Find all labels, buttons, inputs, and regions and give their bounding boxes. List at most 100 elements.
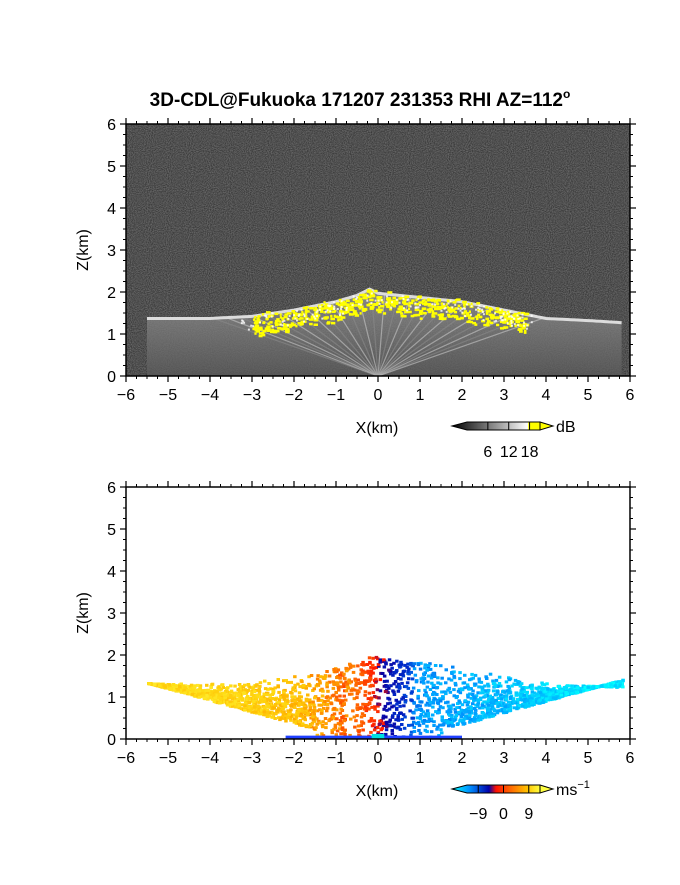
velocity-cell [356,690,360,694]
velocity-cell [179,682,183,686]
velocity-cell [477,677,481,681]
velocity-cell [518,698,523,702]
reflectivity-strong-echo [262,329,265,333]
velocity-cell [403,715,407,719]
velocity-cell [416,694,420,698]
velocity-cell [376,730,381,734]
reflectivity-strong-echo [498,311,503,314]
reflectivity-strong-echo [353,298,357,301]
reflectivity-strong-echo [323,304,328,308]
velocity-cell [373,707,377,711]
reflectivity-strong-echo [281,318,284,322]
reflectivity-echo-speck [339,312,342,315]
velocity-cell [453,710,458,714]
reflectivity-strong-echo [364,295,367,299]
velocity-cell [193,690,198,693]
reflectivity-strong-echo [265,327,270,330]
velocity-cell [402,726,407,730]
reflectivity-echo-speck [462,307,465,310]
velocity-cell [304,697,309,701]
velocity-cell [453,707,457,711]
velocity-cell [344,669,349,673]
velocity-cell [518,684,523,688]
reflectivity-echo-speck [366,299,369,302]
velocity-cell [162,684,167,688]
velocity-cell [382,658,386,662]
velocity-cell [265,712,270,716]
velocity-cell [423,666,427,670]
reflectivity-echo-speck [470,305,473,308]
velocity-cell [281,712,286,716]
velocity-cell [609,683,613,687]
velocity-cell [564,690,568,694]
reflectivity-echo-speck [259,321,261,324]
reflectivity-strong-echo [323,301,326,304]
velocity-cell [575,686,580,690]
velocity-cell [254,684,258,688]
velocity-cell [282,679,286,683]
reflectivity-strong-echo [457,304,461,308]
velocity-cell [528,699,533,703]
reflectivity-strong-echo [376,301,380,305]
velocity-cell [518,691,522,695]
velocity-cell [355,696,359,700]
reflectivity-strong-echo [419,309,424,313]
velocity-cell [412,711,416,715]
reflectivity-strong-echo [278,320,282,323]
reflectivity-echo-speck [357,303,360,306]
velocity-cell [462,722,467,726]
velocity-cell [371,656,375,660]
reflectivity-strong-echo [265,311,271,314]
velocity-cell [535,698,539,701]
velocity-cell [385,708,389,712]
velocity-cell [315,709,320,713]
velocity-cell [485,693,489,697]
velocity-cell [388,723,392,727]
velocity-x-tick-label: −6 [117,750,135,767]
velocity-cell [257,700,262,704]
velocity-cell [155,683,160,687]
velocity-x-tick-label: 3 [500,750,509,767]
velocity-cell [444,692,448,696]
velocity-cell [387,720,392,724]
velocity-cell [538,691,543,695]
reflectivity-strong-echo [413,314,418,317]
reflectivity-strong-echo [347,307,351,310]
velocity-cell [337,688,341,692]
velocity-cell [465,683,470,687]
velocity-cell [251,687,255,691]
reflectivity-echo-speck [332,301,335,304]
velocity-cell [441,719,445,723]
velocity-cell [438,682,443,686]
velocity-cell [361,702,365,706]
reflectivity-strong-echo [448,310,453,313]
velocity-cell [494,678,499,682]
reflectivity-strong-echo [372,305,375,308]
reflectivity-strong-echo [446,306,449,309]
velocity-cell [356,678,360,682]
velocity-cell [611,682,615,685]
velocity-cell [427,664,431,667]
reflectivity-strong-echo [414,303,420,306]
reflectivity-strong-echo [515,320,520,323]
velocity-cell [395,685,399,689]
velocity-cell [355,703,360,707]
velocity-cell [418,704,422,708]
reflectivity-strong-echo [514,324,517,328]
velocity-cell [311,715,315,719]
velocity-cell [473,682,478,686]
velocity-cell [342,672,346,676]
velocity-cell [237,690,242,694]
velocity-cell [417,708,422,711]
velocity-cell [385,725,389,729]
velocity-cell [315,683,320,686]
velocity-cell [449,678,454,682]
reflectivity-strong-echo [346,305,351,309]
velocity-cell [537,696,541,700]
velocity-cell [429,730,434,734]
velocity-cell [321,720,325,724]
velocity-cell [259,695,264,699]
velocity-cell [262,713,266,717]
reflectivity-echo-speck [391,301,393,304]
